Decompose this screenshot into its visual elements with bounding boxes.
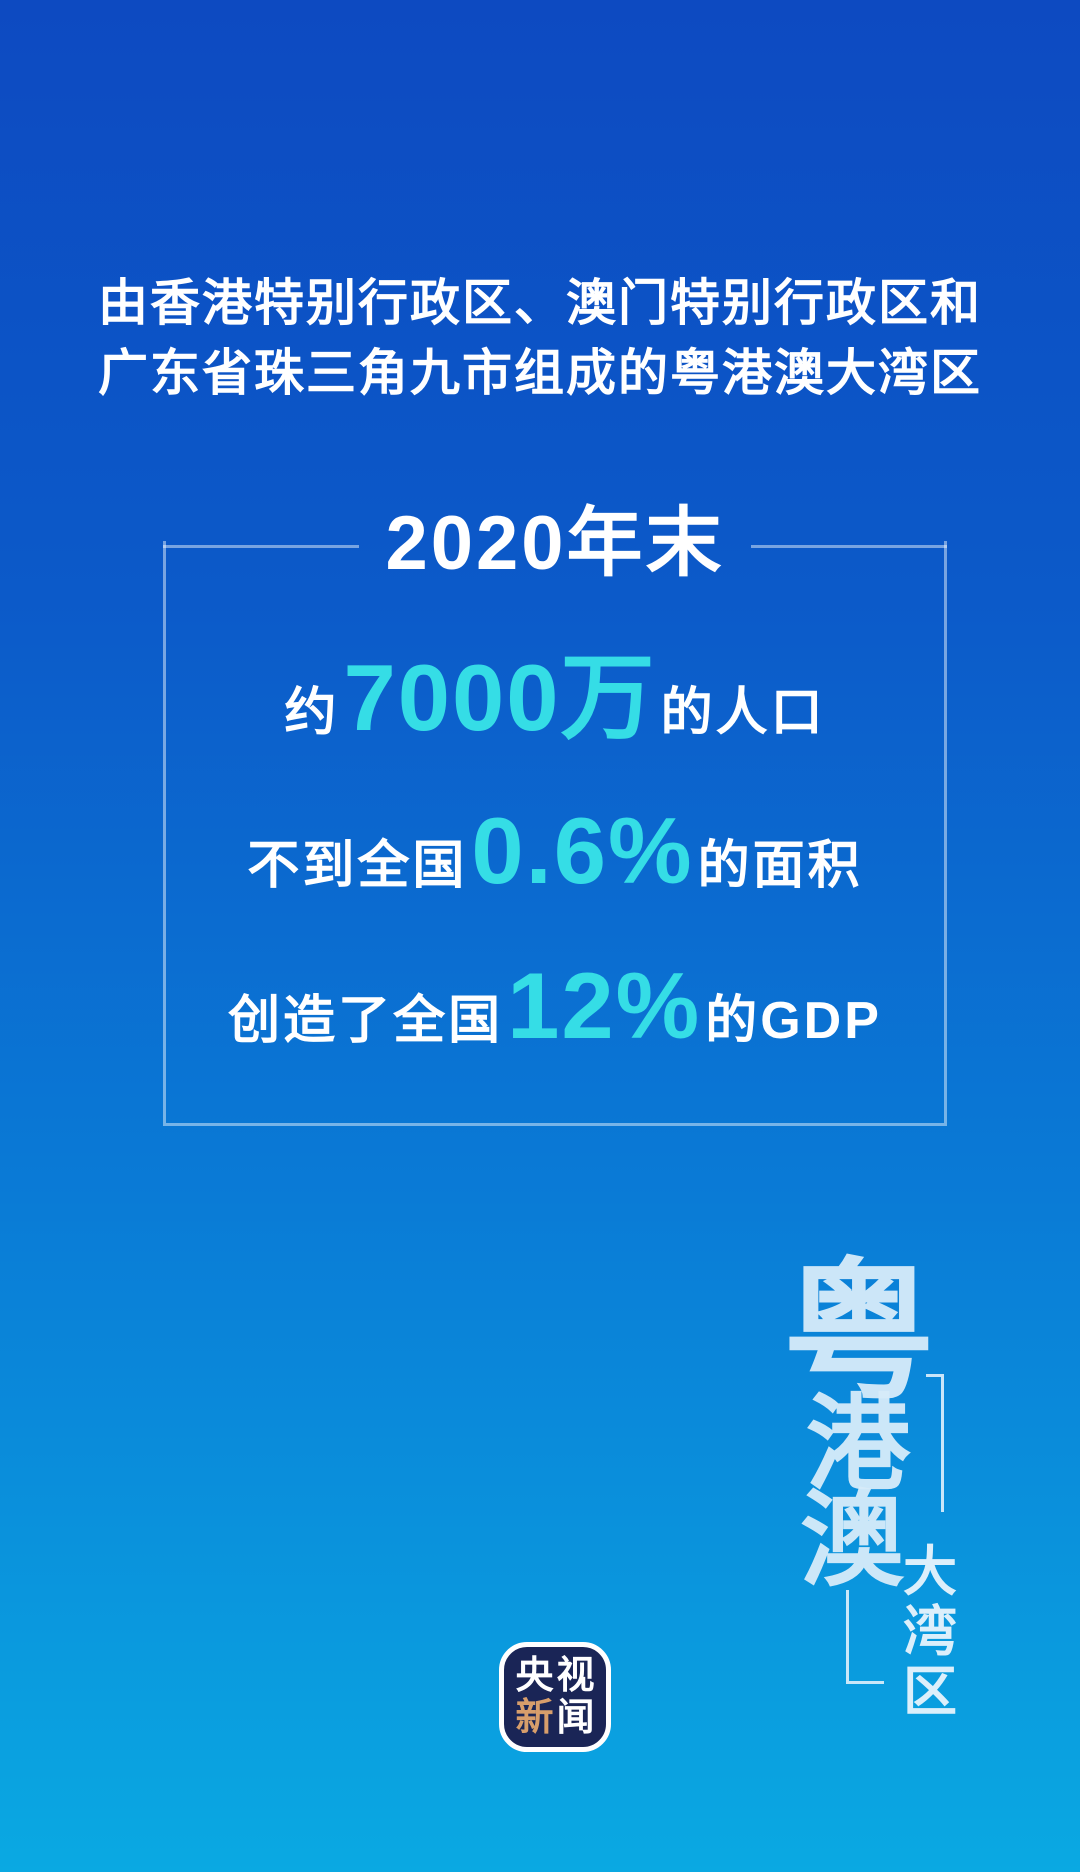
intro-text: 由香港特别行政区、澳门特别行政区和 广东省珠三角九市组成的粤港澳大湾区	[0, 268, 1080, 408]
stat-gdp: 创造了全国 12% 的GDP	[166, 951, 944, 1061]
stat-gdp-suffix: 的GDP	[705, 992, 882, 1050]
stat-box-title: 2020年末	[385, 501, 725, 586]
watermark-char-yue: 粤	[783, 1242, 935, 1421]
subtitle-char-da: 大	[903, 1542, 957, 1602]
logo-char-yang: 央	[515, 1655, 554, 1697]
watermark-subtitle: 大 湾 区	[903, 1542, 957, 1722]
logo-char-wen: 闻	[556, 1697, 595, 1739]
stat-population-prefix: 约	[284, 684, 340, 742]
stat-population-value: 7000万	[343, 645, 657, 750]
subtitle-char-qu: 区	[903, 1662, 957, 1722]
subtitle-char-wan: 湾	[903, 1602, 957, 1662]
stat-area-suffix: 的面积	[697, 837, 863, 895]
watermark-char-gang: 港	[806, 1382, 911, 1505]
stat-box: 2020年末 约 7000万 的人口 不到全国 0.6% 的面积 创造了全国 1…	[163, 501, 948, 1126]
intro-line-1: 由香港特别行政区、澳门特别行政区和	[98, 275, 982, 331]
logo-char-xin: 新	[515, 1697, 554, 1739]
cctv-news-logo: 央 视 新 闻	[499, 1642, 611, 1752]
title-rule-right	[750, 544, 948, 548]
stat-population: 约 7000万 的人口	[166, 643, 944, 753]
logo-char-shi: 视	[556, 1655, 595, 1697]
stat-population-suffix: 的人口	[660, 684, 826, 742]
stat-area-prefix: 不到全国	[247, 837, 468, 895]
intro-line-2: 广东省珠三角九市组成的粤港澳大湾区	[98, 345, 982, 401]
stat-gdp-prefix: 创造了全国	[228, 992, 504, 1050]
stat-area: 不到全国 0.6% 的面积	[166, 796, 944, 906]
corner-bracket-bottom-icon	[846, 1590, 884, 1684]
corner-bracket-top-icon	[926, 1374, 944, 1512]
stat-gdp-value: 12%	[507, 953, 702, 1058]
title-rule-left	[163, 544, 360, 548]
stat-area-value: 0.6%	[471, 798, 694, 903]
watermark-char-ao: 澳	[800, 1478, 905, 1601]
stat-box-title-row: 2020年末	[163, 496, 948, 586]
